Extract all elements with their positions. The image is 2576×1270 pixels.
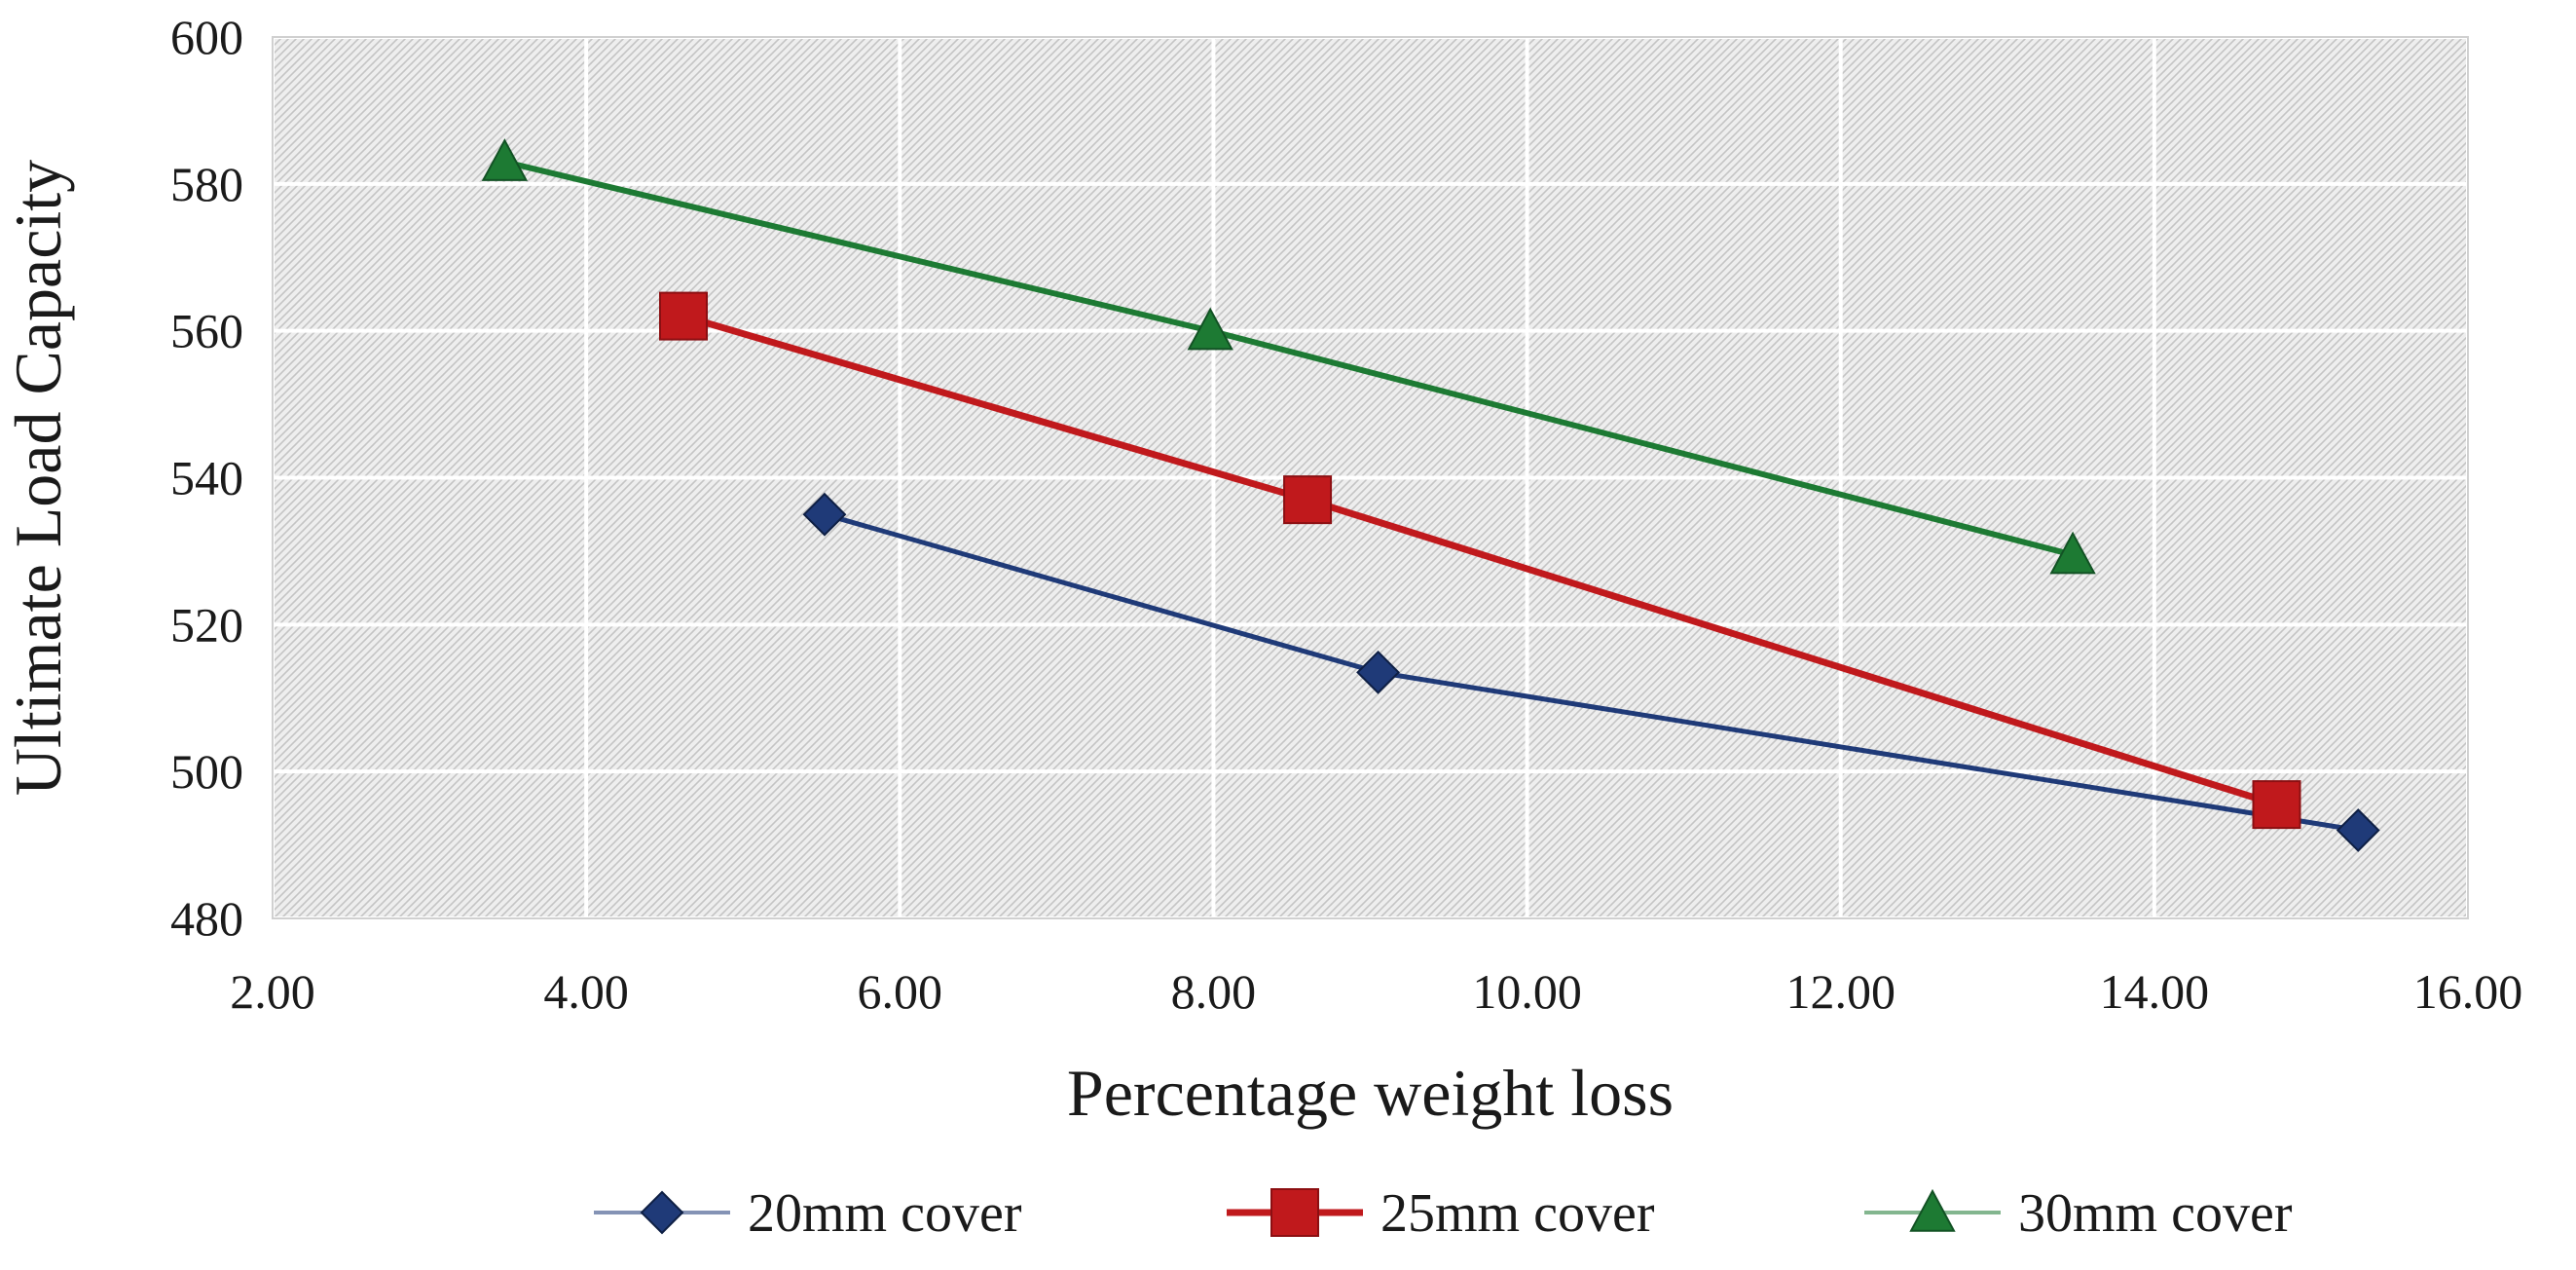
x-tick-label: 2.00	[230, 964, 315, 1019]
legend-item-20mm-cover: 20mm cover	[594, 1183, 1022, 1244]
y-tick-label: 480	[170, 891, 243, 946]
y-axis-title: Ultimate Load Capacity	[1, 160, 75, 796]
legend-label: 30mm cover	[2018, 1183, 2293, 1244]
data-point-20mm-cover	[2336, 808, 2380, 852]
data-point-25mm-cover	[1283, 475, 1333, 525]
series-markers	[481, 138, 2380, 852]
legend-item-25mm-cover: 25mm cover	[1227, 1183, 1655, 1244]
y-tick-label: 500	[170, 744, 243, 799]
legend-label: 20mm cover	[748, 1183, 1022, 1244]
data-point-25mm-cover	[659, 291, 709, 341]
data-point-20mm-cover	[802, 492, 847, 537]
y-tick-label: 520	[170, 597, 243, 652]
data-point-30mm-cover	[2049, 531, 2096, 575]
data-point-25mm-cover	[2252, 780, 2301, 830]
x-tick-label: 12.00	[1785, 964, 1895, 1019]
tick-labels: 2.00 4.00 6.00 8.00 10.00 12.00 14.00 16.00 480 5…	[170, 10, 2522, 1019]
legend-swatch-marker	[1270, 1188, 1319, 1237]
x-tick-label: 10.00	[1472, 964, 1582, 1019]
legend-swatch-marker	[640, 1190, 684, 1235]
x-axis-title: Percentage weight loss	[1067, 1056, 1674, 1130]
data-point-30mm-cover	[1187, 307, 1233, 351]
plot-border	[272, 36, 2469, 919]
y-tick-label: 540	[170, 451, 243, 505]
legend-label: 25mm cover	[1380, 1183, 1655, 1244]
y-tick-label: 600	[170, 10, 243, 64]
data-point-20mm-cover	[1356, 650, 1400, 694]
legend-swatch-marker	[1909, 1188, 1956, 1232]
x-tick-label: 8.00	[1171, 964, 1257, 1019]
legend-item-30mm-cover: 30mm cover	[1864, 1183, 2293, 1244]
data-point-30mm-cover	[481, 138, 529, 181]
y-tick-label: 560	[170, 304, 243, 358]
x-tick-label: 14.00	[2100, 964, 2210, 1019]
x-tick-label: 6.00	[858, 964, 943, 1019]
gridlines	[271, 35, 2470, 920]
y-tick-label: 580	[170, 157, 243, 211]
x-tick-label: 16.00	[2413, 964, 2523, 1019]
legend: 20mm cover 25mm cover 30mm cover	[594, 1183, 2293, 1244]
x-tick-label: 4.00	[543, 964, 629, 1019]
